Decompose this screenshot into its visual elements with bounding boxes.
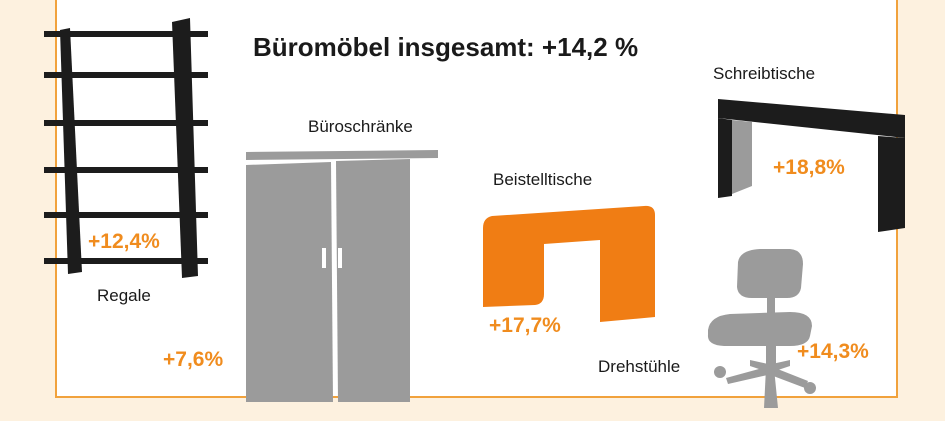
label-bueroschraenke: Büroschränke bbox=[308, 117, 413, 136]
headline: Büromöbel insgesamt: +14,2 % bbox=[253, 32, 639, 62]
label-beistelltische: Beistelltische bbox=[493, 170, 593, 189]
value-regale: +12,4% bbox=[88, 230, 160, 253]
desk-icon bbox=[718, 99, 905, 232]
side-table-icon bbox=[483, 205, 655, 322]
label-drehstuehle: Drehstühle bbox=[598, 357, 681, 376]
cabinet-icon bbox=[246, 150, 438, 402]
label-schreibtische: Schreibtische bbox=[713, 64, 816, 83]
value-drehstuehle: +14,3% bbox=[797, 340, 869, 363]
value-bueroschraenke: +7,6% bbox=[163, 348, 224, 371]
value-beistelltische: +17,7% bbox=[489, 314, 561, 337]
label-regale: Regale bbox=[97, 286, 151, 305]
shelf-icon bbox=[44, 18, 208, 278]
value-schreibtische: +18,8% bbox=[773, 156, 845, 179]
office-chair-icon bbox=[707, 249, 816, 408]
